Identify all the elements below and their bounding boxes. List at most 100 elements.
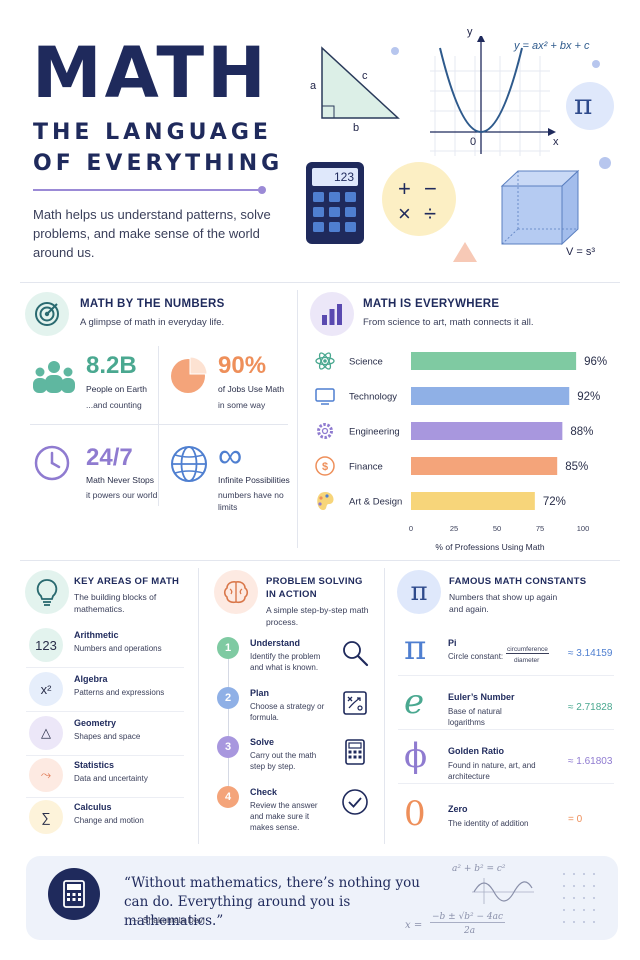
x-tick-label: 0	[409, 524, 413, 533]
problem-title-line1: PROBLEM SOLVING	[266, 576, 363, 587]
small-triangle-icon	[453, 242, 477, 262]
area-desc: Data and uncertainty	[74, 774, 148, 783]
constants-subtitle: Numbers that show up again and again.	[449, 592, 558, 614]
constant-desc: The identity of addition	[448, 819, 529, 828]
stat-infinity-label: Infinite Possibilities	[218, 475, 290, 485]
bar-art-design	[411, 492, 535, 510]
quote-panel	[26, 856, 618, 940]
constant-fraction-bottom: diameter	[514, 657, 540, 664]
area-name: Calculus	[74, 802, 112, 812]
x-tick-label: 75	[536, 524, 544, 533]
atom-icon	[315, 352, 335, 370]
times-sign: ×	[398, 201, 411, 226]
step-name: Plan	[250, 688, 270, 698]
constant-value: ≈ 3.14159	[568, 648, 613, 659]
quadratic-denominator: 2a	[464, 926, 476, 936]
area-name: Statistics	[74, 760, 115, 770]
page-subtitle-line1: THE LANGUAGE	[33, 120, 272, 145]
intro-text: Math helps us understand patterns, solve…	[33, 207, 271, 260]
stat-infinity-sub: numbers have no limits	[218, 490, 284, 512]
quadratic-x: x =	[405, 920, 423, 931]
step-name: Solve	[250, 737, 275, 747]
bar-category-label: Technology	[349, 392, 397, 403]
operators-circle-icon	[382, 162, 456, 236]
bar-technology	[411, 387, 570, 405]
cube-formula: V = s³	[566, 246, 596, 258]
quote-text: “Without mathematics, there’s nothing yo…	[124, 875, 420, 929]
step-name: Check	[250, 787, 278, 797]
globe-icon	[171, 446, 207, 482]
area-icon-algebra: x²	[29, 672, 63, 706]
graph-y-label: y	[467, 26, 473, 38]
gear-icon	[317, 423, 333, 439]
area-icon-calculus: ∑	[29, 800, 63, 834]
parabola-graph	[430, 36, 556, 156]
calculator-display: 123	[334, 170, 355, 184]
strategy-board-icon	[340, 688, 370, 718]
x-tick-label: 50	[493, 524, 501, 533]
numbers-title: MATH BY THE NUMBERS	[80, 298, 225, 310]
problem-title-line2: IN ACTION	[266, 589, 317, 600]
monitor-icon	[315, 388, 335, 405]
constant-separator	[398, 783, 614, 784]
pythagorean-formula: a² + b² = c²	[452, 864, 506, 874]
dot-grid-decor	[563, 873, 595, 923]
bar-value-label: 96%	[584, 356, 607, 368]
constant-fraction-top: circumference	[506, 646, 549, 654]
step-number: 2	[217, 687, 239, 709]
palette-icon	[317, 492, 334, 510]
graph-origin-label: 0	[470, 136, 477, 148]
minus-sign: −	[424, 176, 437, 201]
pi-icon: π	[397, 570, 441, 614]
brain-icon	[214, 570, 258, 614]
constant-name: Zero	[448, 804, 468, 814]
bar-engineering	[411, 422, 563, 440]
dollar-icon: $	[315, 456, 335, 476]
constant-name: Euler’s Number	[448, 692, 515, 702]
calculator-icon	[306, 162, 364, 244]
pi-symbol: π	[574, 88, 593, 121]
area-desc: Patterns and expressions	[74, 688, 165, 697]
quote-author: — Shakuntala Devi	[132, 915, 205, 925]
constant-symbol-pi: π	[404, 628, 427, 668]
decor-dot	[592, 60, 600, 68]
step-desc: Choose a strategy or formula.	[250, 702, 325, 722]
checkmark-icon	[340, 787, 370, 817]
title-divider-dot	[258, 186, 266, 194]
graph-x-label: x	[553, 136, 559, 148]
stat-infinity-value: ∞	[218, 437, 243, 475]
title-divider	[33, 189, 261, 191]
triangle-label-b: b	[353, 122, 360, 134]
step-desc: Identify the problem and what is known.	[250, 652, 321, 672]
bar-chart-icon	[310, 292, 354, 336]
area-icon-geometry: △	[29, 716, 63, 750]
area-desc: Numbers and operations	[74, 644, 162, 653]
stat-people-label: People on Earth	[86, 384, 147, 394]
bar-category-label: Finance	[349, 462, 383, 473]
pi-circle-icon	[566, 82, 614, 130]
area-name: Algebra	[74, 674, 108, 684]
target-icon	[25, 292, 69, 336]
bar-category-label: Engineering	[349, 427, 400, 438]
page-subtitle-line2: OF EVERYTHING	[33, 151, 284, 176]
constant-desc: Base of natural logarithms	[448, 707, 502, 727]
constants-icon-symbol: π	[410, 577, 428, 607]
problem-subtitle: A simple step-by-step math process.	[266, 605, 369, 627]
magnifier-icon	[340, 638, 370, 668]
stat-jobs-sub: in some way	[218, 400, 266, 410]
stat-people-sub: ...and counting	[86, 400, 142, 410]
steps-connector	[228, 650, 229, 800]
constant-value: ≈ 2.71828	[568, 702, 613, 713]
sine-wave-icon	[472, 878, 534, 904]
constant-value: ≈ 1.61803	[568, 756, 613, 767]
step-desc: Carry out the math step by step.	[250, 751, 317, 771]
areas-subtitle: The building blocks of mathematics.	[74, 592, 157, 614]
people-icon	[33, 361, 75, 393]
bar-value-label: 88%	[570, 426, 593, 438]
stat-247-sub: it powers our world	[86, 490, 158, 500]
bar-value-label: 85%	[565, 461, 588, 473]
page-title: MATH	[32, 32, 269, 114]
parabola-equation: y = ax² + bx + c	[514, 40, 590, 52]
everywhere-title: MATH IS EVERYWHERE	[363, 298, 500, 310]
constant-symbol-golden-ratio: ϕ	[404, 736, 428, 776]
